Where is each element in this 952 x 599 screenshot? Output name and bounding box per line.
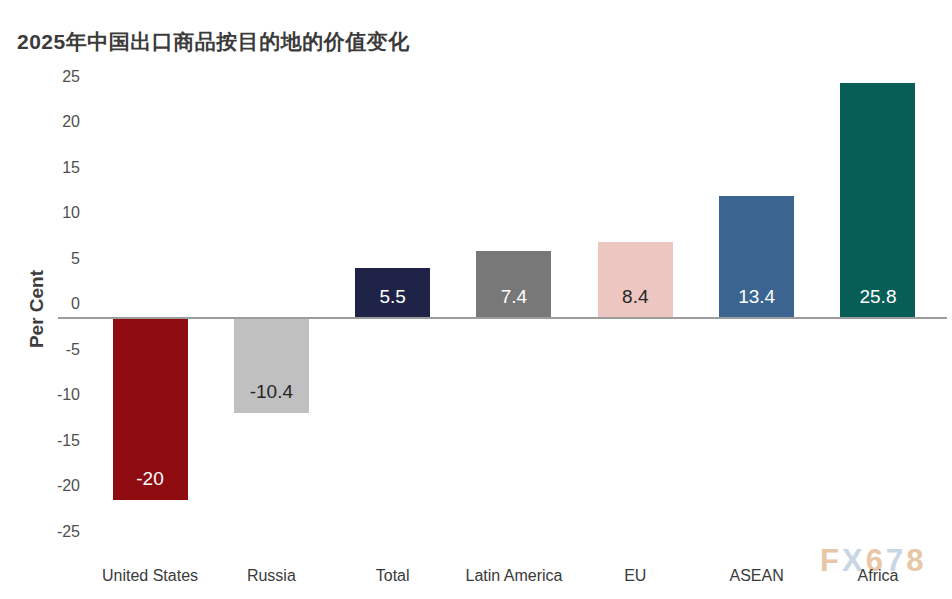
- x-category-label: Russia: [201, 566, 341, 586]
- y-tick-label: 5: [34, 249, 80, 269]
- y-tick-label: 15: [34, 158, 80, 178]
- y-tick-label: 10: [34, 203, 80, 223]
- chart-title: 2025年中国出口商品按目的地的价值变化: [17, 28, 410, 56]
- bar-value-label: -10.4: [234, 382, 309, 402]
- x-category-label: EU: [565, 566, 705, 586]
- bar-value-label: 13.4: [719, 287, 794, 307]
- y-tick-label: -5: [34, 340, 80, 360]
- y-tick-label: -15: [34, 431, 80, 451]
- bar-eu: 8.4: [598, 242, 673, 318]
- bar-latin-america: 7.4: [476, 251, 551, 318]
- bar-africa: 25.8: [840, 83, 915, 318]
- bar-value-label: 7.4: [476, 287, 551, 307]
- x-category-label: ASEAN: [687, 566, 827, 586]
- bar-value-label: 25.8: [840, 287, 915, 307]
- y-tick-label: -20: [34, 476, 80, 496]
- bar-value-label: -20: [113, 469, 188, 489]
- bar-total: 5.5: [355, 268, 430, 318]
- bar-united-states: -20: [113, 318, 188, 500]
- y-tick-label: 20: [34, 112, 80, 132]
- zero-axis-line: [58, 317, 947, 319]
- y-tick-label: 0: [34, 294, 80, 314]
- bar-asean: 13.4: [719, 196, 794, 318]
- x-category-label: Africa: [808, 566, 948, 586]
- x-category-label: United States: [80, 566, 220, 586]
- bar-value-label: 8.4: [598, 287, 673, 307]
- y-tick-label: 25: [34, 67, 80, 87]
- x-category-label: Latin America: [444, 566, 584, 586]
- y-tick-label: -25: [34, 522, 80, 542]
- chart-canvas: 2025年中国出口商品按目的地的价值变化 Per Cent 2520151050…: [0, 0, 952, 599]
- x-category-label: Total: [323, 566, 463, 586]
- bar-value-label: 5.5: [355, 287, 430, 307]
- y-tick-label: -10: [34, 385, 80, 405]
- bar-russia: -10.4: [234, 318, 309, 413]
